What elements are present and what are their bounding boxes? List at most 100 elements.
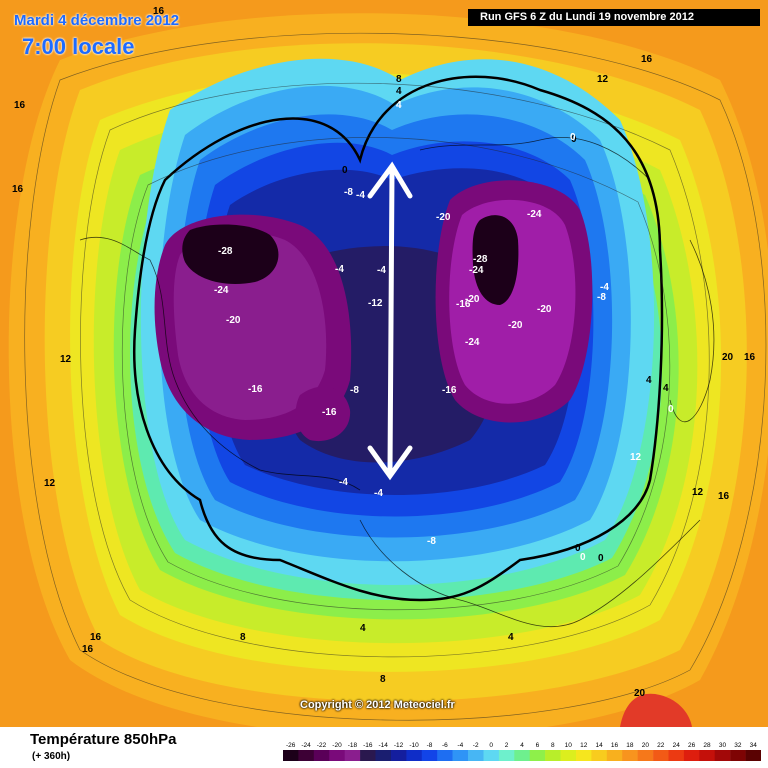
contour-label: -24 <box>469 265 484 276</box>
legend-tick-label: 10 <box>565 742 573 749</box>
contour-label: 16 <box>153 6 165 17</box>
legend-swatch <box>437 750 453 761</box>
contour-label: 4 <box>663 383 669 394</box>
contour-label: 16 <box>718 491 730 502</box>
contour-label: 16 <box>14 100 26 111</box>
contour-label: -20 <box>226 315 241 326</box>
legend-swatch <box>498 750 515 761</box>
contour-label: 8 <box>240 632 246 643</box>
legend-swatch <box>313 750 330 761</box>
contour-label: -4 <box>377 265 386 276</box>
contour-label: 16 <box>641 54 653 65</box>
contour-label: -8 <box>344 187 353 198</box>
contour-label: -24 <box>527 209 542 220</box>
legend-tick-label: 28 <box>703 742 711 749</box>
contour-label: -8 <box>597 292 606 303</box>
legend-tick-label: -4 <box>457 742 463 749</box>
contour-label: 12 <box>597 74 609 85</box>
legend-tick-label: 12 <box>580 742 588 749</box>
legend-swatch <box>606 750 623 761</box>
contour-label: 4 <box>360 623 366 634</box>
contour-label: -16 <box>442 385 457 396</box>
contour-label: 4 <box>508 632 514 643</box>
contour-label: -12 <box>368 298 383 309</box>
legend-swatch <box>745 750 761 761</box>
contour-label: -4 <box>356 190 365 201</box>
legend-swatch <box>653 750 669 761</box>
temperature-map: 16 16 16 16 12 12 12 8 4 0 0 4 4 20 16 1… <box>0 0 768 727</box>
legend-tick-label: 22 <box>657 742 665 749</box>
contour-label: -8 <box>350 385 359 396</box>
legend-swatch <box>576 750 592 761</box>
contour-label: -20 <box>537 304 552 315</box>
legend-swatch <box>375 750 392 761</box>
hot-spot <box>620 693 692 727</box>
color-scale-legend: -26 -24 -22 -20 -18 -16 -14 -12 -10 -8 -6 -4 -2 0 2 4 6 8… <box>283 742 761 761</box>
isotherm-zero <box>133 75 664 602</box>
legend-tick-label: 26 <box>688 742 696 749</box>
legend-tick-label: 16 <box>611 742 619 749</box>
legend-tick-label: 18 <box>626 742 634 749</box>
contour-label: -20 <box>465 294 480 305</box>
cold-pool-siberia <box>435 180 593 423</box>
contour-label: -28 <box>218 246 233 257</box>
legend-tick-label: 2 <box>505 742 509 749</box>
legend-tick-label: 20 <box>642 742 650 749</box>
legend-swatch <box>514 750 530 761</box>
legend-tick-label: 14 <box>595 742 603 749</box>
contour-label: -24 <box>465 337 480 348</box>
contour-label: 0 <box>342 165 348 176</box>
contour-label: 12 <box>692 487 704 498</box>
legend-swatch <box>298 750 315 761</box>
legend-tick-label: 0 <box>489 742 493 749</box>
contour-label: 12 <box>630 452 642 463</box>
legend-swatch <box>637 750 654 761</box>
legend-swatch <box>683 750 700 761</box>
legend-tick-label: -22 <box>317 742 327 749</box>
legend-tick-label: -20 <box>332 742 342 749</box>
legend-tick-label: -12 <box>394 742 404 749</box>
footer: Température 850hPa (+ 360h) <box>0 727 768 768</box>
legend-swatch <box>344 750 361 761</box>
legend-swatch <box>699 750 715 761</box>
coastlines <box>79 137 715 628</box>
legend-tick-label: 30 <box>719 742 727 749</box>
forecast-date: Mardi 4 décembre 2012 <box>14 12 180 29</box>
cold-pool-north-america <box>154 214 352 442</box>
legend-tick-label: 4 <box>520 742 524 749</box>
contour-label: -4 <box>600 282 609 293</box>
contour-label: 4 <box>396 100 402 111</box>
map-title: Température 850hPa <box>30 731 177 748</box>
legend-tick-label: 6 <box>536 742 540 749</box>
legend-swatch <box>545 750 561 761</box>
contour-label: 0 <box>570 132 576 143</box>
contour-label: -20 <box>436 212 451 223</box>
legend-tick-label: -14 <box>378 742 388 749</box>
legend-swatch <box>560 750 577 761</box>
copyright: Copyright © 2012 Meteociel.fr <box>300 699 455 711</box>
contour-label: 20 <box>634 688 646 699</box>
forecast-range: (+ 360h) <box>32 751 71 762</box>
contour-label: 0 <box>598 553 604 564</box>
legend-swatch <box>421 750 438 761</box>
double-arrow-icon <box>367 161 413 481</box>
contour-label: -20 <box>508 320 523 331</box>
contour-label: -8 <box>427 536 436 547</box>
contour-label: 0 <box>571 134 577 145</box>
forecast-time: 7:00 locale <box>22 34 135 59</box>
contour-label: 12 <box>60 354 72 365</box>
legend-tick-label: 24 <box>673 742 681 749</box>
contour-label: -4 <box>339 477 348 488</box>
contour-label: -16 <box>248 384 263 395</box>
contour-label: -4 <box>335 264 344 275</box>
legend-swatch <box>591 750 608 761</box>
legend-swatch <box>468 750 484 761</box>
model-run-label: Run GFS 6 Z du Lundi 19 novembre 2012 <box>468 9 760 26</box>
contour-label: 4 <box>646 375 652 386</box>
contour-label: 16 <box>12 184 24 195</box>
contour-label: 4 <box>396 86 402 97</box>
legend-tick-label: -2 <box>473 742 479 749</box>
legend-swatch <box>360 750 376 761</box>
contour-label: 20 <box>722 352 734 363</box>
legend-swatch <box>622 750 638 761</box>
